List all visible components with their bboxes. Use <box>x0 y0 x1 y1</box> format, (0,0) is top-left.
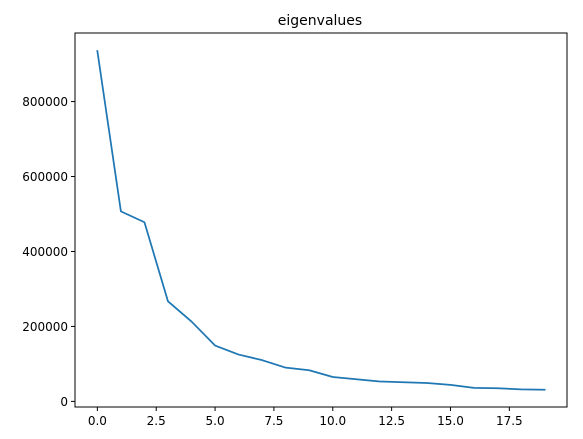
x-tick-label: 5.0 <box>206 414 225 428</box>
x-tick-label: 0.0 <box>88 414 107 428</box>
y-axis: 0 200000 400000 600000 800000 <box>22 95 75 409</box>
y-tick-label: 400000 <box>22 245 68 259</box>
plot-area <box>74 32 568 408</box>
x-tick-label: 7.5 <box>264 414 283 428</box>
y-tick-label: 600000 <box>22 170 68 184</box>
series-line-0 <box>96 49 546 391</box>
axes-frame <box>74 32 568 408</box>
y-tick-label: 0 <box>60 395 68 409</box>
x-tick-label: 15.0 <box>437 414 464 428</box>
y-tick-label: 800000 <box>22 95 68 109</box>
x-tick-label: 12.5 <box>378 414 405 428</box>
x-axis: 0.0 2.5 5.0 7.5 10.0 12.5 15.0 17.5 <box>88 407 523 428</box>
x-tick-label: 17.5 <box>496 414 523 428</box>
chart-title: eigenvalues <box>278 13 362 29</box>
x-tick-label: 2.5 <box>147 414 166 428</box>
y-tick-label: 200000 <box>22 320 68 334</box>
x-tick-label: 10.0 <box>319 414 346 428</box>
